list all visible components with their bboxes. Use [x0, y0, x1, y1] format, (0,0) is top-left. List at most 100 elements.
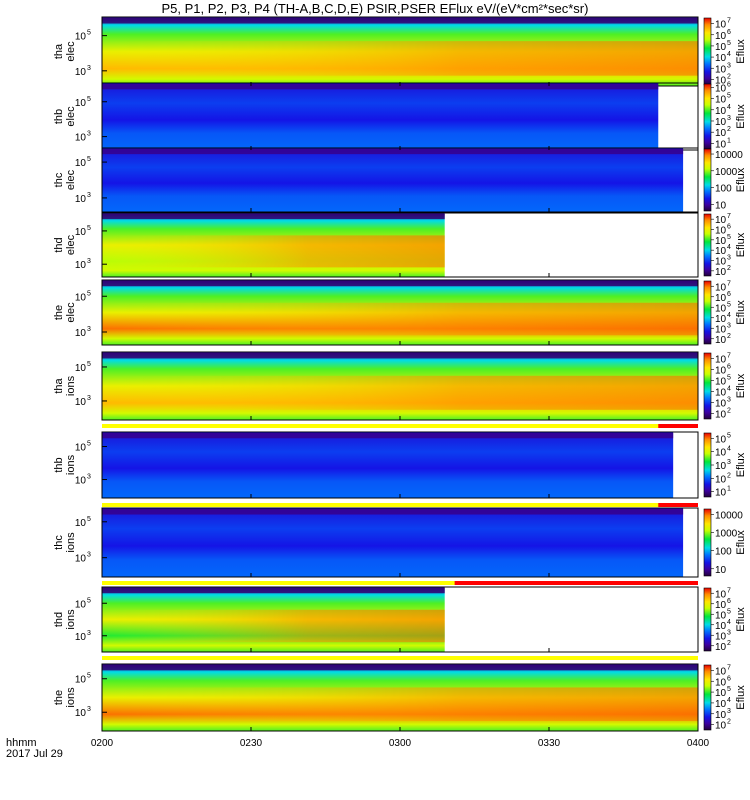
y-tick-label: 10 — [75, 443, 87, 454]
low-energy-strip — [102, 588, 445, 594]
y-tick-exponent: 5 — [87, 361, 91, 368]
x-tick-label: 0200 — [91, 738, 114, 749]
colorbar-tick-label: 10 — [715, 139, 727, 150]
colorbar-tick-exponent: 4 — [727, 104, 731, 111]
colorbar-tick-label: 10 — [715, 267, 727, 278]
mode-flag-red — [454, 581, 698, 585]
y-tick-label: 10 — [75, 363, 87, 374]
colorbar-tick-exponent: 2 — [727, 73, 731, 80]
colorbar-tick-label: 10 — [715, 314, 727, 325]
colorbar-tick-exponent: 2 — [727, 333, 731, 340]
x-tick-label: 0300 — [389, 738, 412, 749]
colorbar-tick-label: 10 — [715, 282, 727, 293]
colorbar-tick-label: 10 — [715, 710, 727, 721]
colorbar-tick-exponent: 6 — [727, 29, 731, 36]
colorbar-tick-label: 10 — [715, 377, 727, 388]
colorbar-tick-exponent: 3 — [727, 397, 731, 404]
colorbar-tick-exponent: 6 — [727, 291, 731, 298]
colorbar-tick-label: 10 — [715, 565, 727, 576]
colorbar-tick-exponent: 2 — [727, 265, 731, 272]
colorbar-label: Eflux — [735, 104, 747, 129]
y-tick-label: 10 — [75, 708, 87, 719]
colorbar-tick-exponent: 2 — [727, 126, 731, 133]
y-tick-exponent: 5 — [87, 441, 91, 448]
panel-probe-label: thc — [53, 172, 65, 187]
colorbar-tick-label: 10 — [715, 117, 727, 128]
colorbar-tick-label: 10 — [715, 488, 727, 499]
colorbar-tick-label: 10 — [715, 215, 727, 226]
date-label: 2017 Jul 29 — [6, 748, 63, 760]
y-tick-exponent: 3 — [87, 552, 91, 559]
y-tick-label: 10 — [75, 194, 87, 205]
colorbar-tick-exponent: 4 — [727, 244, 731, 251]
colorbar-tick-exponent: 7 — [727, 280, 731, 287]
colorbar-tick-label: 10 — [715, 303, 727, 314]
colorbar-tick-exponent: 3 — [727, 322, 731, 329]
intensity-band — [102, 235, 445, 268]
colorbar-tick-label: 10 — [715, 589, 727, 600]
colorbar-tick-exponent: 4 — [727, 446, 731, 453]
colorbar-tick-exponent: 4 — [727, 51, 731, 58]
colorbar-tick-exponent: 5 — [727, 608, 731, 615]
colorbar-label: Eflux — [735, 607, 747, 632]
colorbar-tick-exponent: 3 — [727, 255, 731, 262]
mode-flag-bar — [102, 581, 698, 585]
panel-probe-label: tha — [53, 43, 65, 59]
low-energy-strip — [102, 214, 445, 220]
panel-species-label: elec — [65, 41, 77, 62]
colorbar-tick-label: 10 — [715, 474, 727, 485]
y-tick-label: 10 — [75, 675, 87, 686]
colorbar-tick-label: 10 — [715, 246, 727, 257]
y-tick-label: 10 — [75, 32, 87, 43]
colorbar-tick-label: 10 — [715, 324, 727, 335]
panel-species-label: elec — [65, 234, 77, 255]
y-tick-label: 10 — [75, 292, 87, 303]
colorbar-tick-label: 10 — [715, 434, 727, 445]
panel-probe-label: tha — [53, 377, 65, 393]
colorbar-tick-label: 10 — [715, 388, 727, 399]
colorbar-tick-exponent: 5 — [727, 40, 731, 47]
colorbar-tick-label: 10 — [715, 200, 727, 211]
spectrogram-thb-ions — [102, 432, 674, 498]
colorbar-tick-label: 10 — [715, 610, 727, 621]
x-tick-label: 0330 — [538, 738, 561, 749]
colorbar-tick-exponent: 7 — [727, 213, 731, 220]
colorbar — [703, 148, 712, 212]
colorbar-tick-label: 10000 — [715, 510, 743, 521]
colorbar — [703, 213, 712, 277]
colorbar-tick-exponent: 7 — [727, 18, 731, 25]
colorbar-tick-exponent: 4 — [727, 619, 731, 626]
colorbar-tick-exponent: 7 — [727, 587, 731, 594]
colorbar — [703, 587, 712, 652]
panel-probe-label: thb — [53, 109, 65, 124]
colorbar-label: Eflux — [735, 167, 747, 192]
low-energy-strip — [102, 18, 698, 24]
colorbar-tick-exponent: 6 — [727, 81, 731, 88]
y-tick-label: 10 — [75, 133, 87, 144]
colorbar-tick-exponent: 6 — [727, 598, 731, 605]
panel-species-label: ions — [65, 687, 77, 708]
colorbar-tick-label: 10 — [715, 236, 727, 247]
colorbar-tick-label: 1000 — [715, 529, 738, 540]
y-tick-exponent: 5 — [87, 96, 91, 103]
colorbar-tick-exponent: 1 — [727, 486, 731, 493]
y-tick-label: 10 — [75, 518, 87, 529]
colorbar-tick-label: 10 — [715, 461, 727, 472]
colorbar-tick-label: 10 — [715, 64, 727, 75]
intensity-band — [102, 609, 445, 643]
colorbar-tick-exponent: 6 — [727, 675, 731, 682]
colorbar-label: Eflux — [735, 530, 747, 555]
colorbar-tick-label: 10 — [715, 75, 727, 86]
colorbar-tick-label: 10 — [715, 699, 727, 710]
y-tick-label: 10 — [75, 554, 87, 565]
y-tick-label: 10 — [75, 397, 87, 408]
colorbar — [703, 432, 712, 498]
y-tick-exponent: 3 — [87, 474, 91, 481]
colorbar-tick-label: 10 — [715, 631, 727, 642]
colorbar — [703, 664, 712, 731]
y-tick-exponent: 3 — [87, 395, 91, 402]
y-tick-label: 10 — [75, 260, 87, 271]
